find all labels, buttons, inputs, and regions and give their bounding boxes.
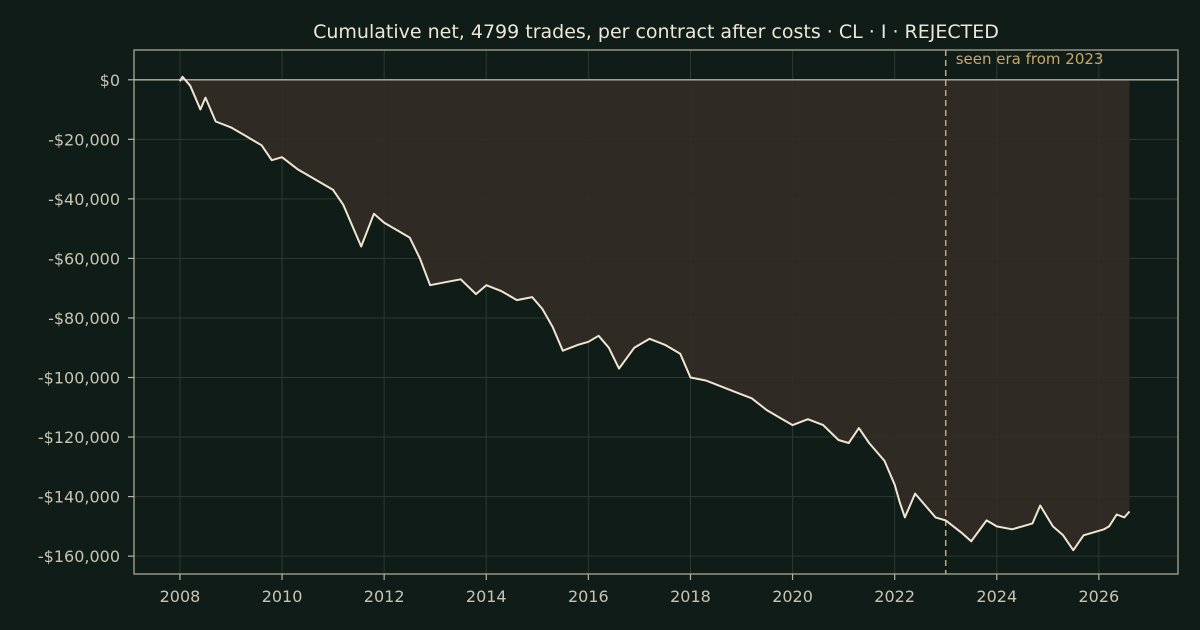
y-tick-label: -$140,000 <box>38 488 120 507</box>
y-tick-label: -$80,000 <box>48 309 120 328</box>
equity-curve <box>179 75 1131 552</box>
cumulative-net-line <box>179 75 1131 552</box>
x-tick-label: 2014 <box>466 587 507 606</box>
drawdown-area <box>179 76 1130 551</box>
y-tick-label: -$100,000 <box>38 369 120 388</box>
y-tick-label: -$160,000 <box>38 547 120 566</box>
y-tick-label: $0 <box>100 71 120 90</box>
y-tick-label: -$40,000 <box>48 190 120 209</box>
plot-frame <box>133 49 1179 575</box>
x-tick-label: 2012 <box>364 587 405 606</box>
x-tick-label: 2010 <box>262 587 303 606</box>
x-tick-label: 2016 <box>568 587 609 606</box>
chart-title: Cumulative net, 4799 trades, per contrac… <box>313 21 999 43</box>
y-tick-label: -$20,000 <box>48 130 120 149</box>
seen-era-label: seen era from 2023 <box>956 50 1104 68</box>
axes: 2008 2010 2012 2014 2016 2018 2020 2022 2024 2026… <box>38 49 1179 606</box>
x-tick-label: 2018 <box>670 587 711 606</box>
x-tick-label: 2008 <box>160 587 201 606</box>
x-tick-label: 2024 <box>976 587 1017 606</box>
seen-era-marker: seen era from 2023 <box>944 50 1104 574</box>
y-tick-label: -$60,000 <box>48 249 120 268</box>
x-tick-label: 2020 <box>772 587 813 606</box>
x-tick-label: 2022 <box>874 587 915 606</box>
y-tick-label: -$120,000 <box>38 428 120 447</box>
x-tick-label: 2026 <box>1079 587 1120 606</box>
drawdown-fill <box>179 76 1130 551</box>
